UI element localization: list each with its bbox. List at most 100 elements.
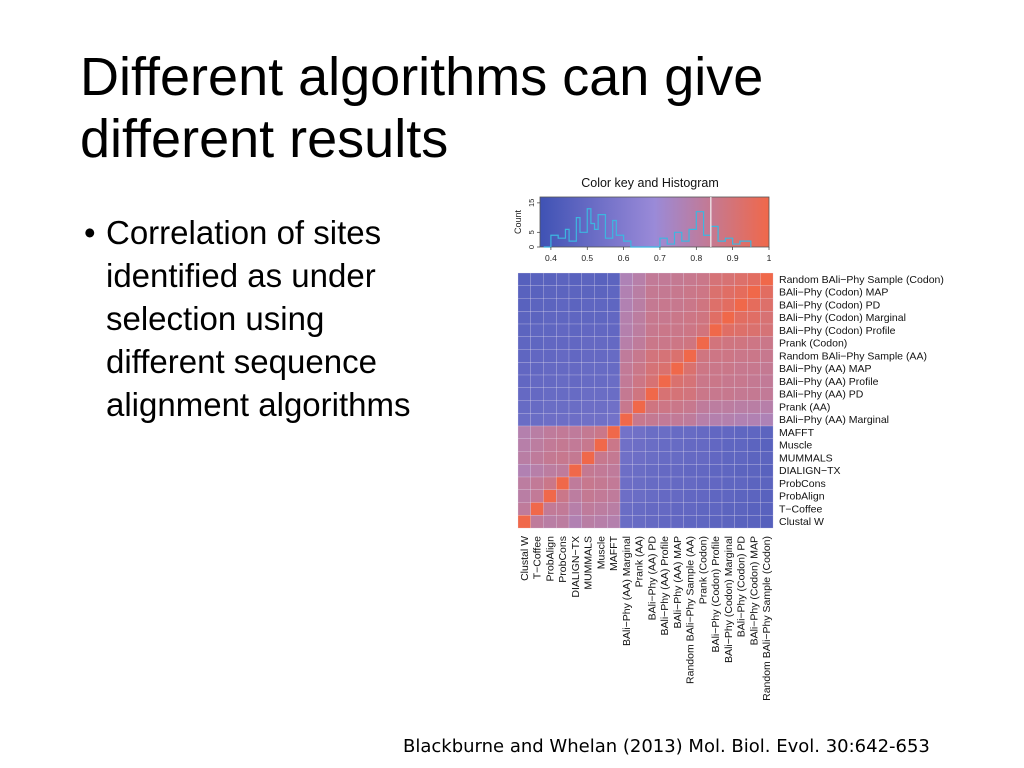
heatmap-cell: [594, 476, 608, 490]
heatmap-cell: [760, 489, 774, 503]
heatmap-cell: [568, 285, 582, 299]
heatmap-cell: [670, 387, 684, 401]
heatmap-cell: [632, 336, 646, 350]
heatmap-cell: [670, 451, 684, 465]
heatmap-cell: [760, 311, 774, 325]
bullet-marker: •: [84, 214, 96, 251]
heatmap-cell: [670, 362, 684, 376]
heatmap-cell: [568, 400, 582, 414]
heatmap-cell: [696, 349, 710, 363]
heatmap-cell: [747, 336, 761, 350]
heatmap-cell: [734, 298, 748, 312]
heatmap-cell: [632, 438, 646, 452]
heatmap-cell: [658, 336, 672, 350]
heatmap-cell: [721, 362, 735, 376]
heatmap-cell: [607, 400, 621, 414]
heatmap-cell: [517, 515, 531, 529]
heatmap-cell: [670, 400, 684, 414]
heatmap-cell: [683, 311, 697, 325]
heatmap-cell: [517, 323, 531, 337]
heatmap-cell: [645, 349, 659, 363]
heatmap-cell: [747, 400, 761, 414]
heatmap-cell: [556, 502, 570, 516]
heatmap-cell: [683, 451, 697, 465]
heatmap-cell: [658, 400, 672, 414]
row-label: ProbCons: [779, 478, 826, 490]
row-label: Clustal W: [779, 516, 824, 528]
row-label: DIALIGN−TX: [779, 465, 841, 477]
heatmap-cell: [709, 374, 723, 388]
row-label: T−Coffee: [779, 503, 822, 515]
heatmap-cell: [709, 362, 723, 376]
heatmap-cell: [568, 476, 582, 490]
heatmap-cell: [658, 413, 672, 427]
heatmap-cell: [607, 272, 621, 286]
heatmap-cell: [556, 425, 570, 439]
column-label: MUMMALS: [583, 536, 595, 590]
heatmap-cell: [619, 349, 633, 363]
heatmap-cell: [632, 502, 646, 516]
heatmap-cell: [556, 464, 570, 478]
heatmap-cell: [734, 502, 748, 516]
heatmap-cell: [619, 374, 633, 388]
heatmap-cell: [530, 489, 544, 503]
heatmap-cell: [543, 515, 557, 529]
heatmap-cell: [645, 502, 659, 516]
heatmap-cell: [594, 349, 608, 363]
heatmap-cell: [568, 438, 582, 452]
heatmap-cell: [594, 464, 608, 478]
heatmap-cell: [530, 451, 544, 465]
heatmap-cell: [670, 464, 684, 478]
heatmap-cell: [517, 464, 531, 478]
heatmap-cell: [607, 362, 621, 376]
heatmap-cell: [581, 515, 595, 529]
heatmap-cell: [556, 515, 570, 529]
heatmap-cell: [619, 464, 633, 478]
key-x-tick-label: 0.6: [618, 253, 630, 263]
heatmap-cell: [619, 489, 633, 503]
heatmap-cell: [556, 362, 570, 376]
heatmap-cell: [543, 476, 557, 490]
histogram-line: [543, 208, 752, 248]
heatmap-cell: [568, 489, 582, 503]
heatmap-cell: [556, 387, 570, 401]
key-x-tick-label: 1: [767, 253, 772, 263]
heatmap-cell: [747, 285, 761, 299]
row-label: BAli−Phy (AA) Profile: [779, 376, 879, 388]
heatmap-cell: [747, 387, 761, 401]
heatmap-cell: [645, 451, 659, 465]
heatmap-cells: [517, 272, 774, 529]
heatmap-cell: [721, 464, 735, 478]
row-label: Muscle: [779, 440, 812, 452]
heatmap-cell: [568, 451, 582, 465]
heatmap-cell: [696, 362, 710, 376]
row-label: BAli−Phy (Codon) PD: [779, 299, 881, 311]
heatmap-cell: [632, 387, 646, 401]
heatmap-cell: [670, 515, 684, 529]
heatmap-cell: [530, 374, 544, 388]
heatmap-cell: [760, 400, 774, 414]
heatmap-cell: [530, 502, 544, 516]
heatmap-cell: [747, 374, 761, 388]
heatmap-cell: [607, 425, 621, 439]
heatmap-cell: [658, 438, 672, 452]
heatmap-cell: [556, 476, 570, 490]
heatmap-cell: [721, 285, 735, 299]
heatmap-cell: [568, 502, 582, 516]
heatmap-cell: [517, 476, 531, 490]
column-label: Muscle: [595, 536, 607, 569]
heatmap-cell: [670, 323, 684, 337]
heatmap-cell: [658, 374, 672, 388]
heatmap-cell: [619, 272, 633, 286]
heatmap-cell: [632, 489, 646, 503]
heatmap-cell: [581, 298, 595, 312]
heatmap-cell: [709, 502, 723, 516]
heatmap-cell: [530, 476, 544, 490]
heatmap-cell: [721, 272, 735, 286]
column-label: Clustal W: [519, 536, 531, 581]
heatmap-cell: [632, 323, 646, 337]
heatmap-cell: [556, 272, 570, 286]
heatmap-cell: [734, 374, 748, 388]
heatmap-cell: [721, 400, 735, 414]
heatmap-cell: [568, 413, 582, 427]
